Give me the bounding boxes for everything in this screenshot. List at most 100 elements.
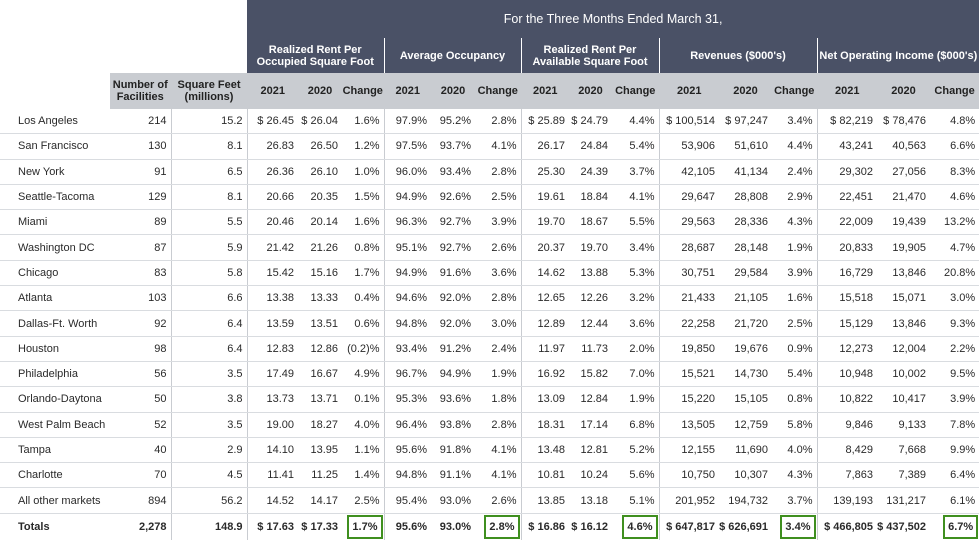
- table-cell: 5.3%: [612, 260, 659, 287]
- table-cell: 18.31: [520, 412, 569, 438]
- table-cell: 18.67: [569, 209, 612, 236]
- table-cell: 91.2%: [431, 336, 475, 362]
- table-cell: $ 626,691: [719, 512, 772, 540]
- table-cell: 20,833: [816, 234, 877, 261]
- market-name: Seattle-Tacoma: [0, 184, 110, 211]
- totals-change-highlight: 6.7%: [930, 512, 979, 540]
- table-cell: 15,521: [658, 361, 719, 388]
- facilities-count: 50: [110, 386, 171, 413]
- market-name: West Palm Beach: [0, 412, 110, 438]
- table-cell: 96.0%: [383, 159, 431, 185]
- table-cell: 94.9%: [383, 260, 431, 287]
- facilities-count: 83: [110, 260, 171, 287]
- table-cell: 42,105: [658, 159, 719, 185]
- table-row: New York 91 6.5 26.36 26.10 1.0% 96.0% 93.4% 2.8…: [0, 159, 979, 185]
- table-cell: 13.51: [298, 310, 342, 337]
- table-cell: 2.8%: [475, 109, 521, 135]
- table-cell: 15.16: [298, 260, 342, 287]
- table-cell: 20.46: [246, 209, 298, 236]
- table-cell: 95.6%: [383, 512, 431, 540]
- table-cell: 13.59: [246, 310, 298, 337]
- subheader-revenues-2021: 2021: [658, 73, 719, 109]
- facilities-count: 87: [110, 234, 171, 261]
- table-cell: 12.65: [520, 285, 569, 312]
- table-cell: 0.4%: [342, 285, 384, 312]
- facilities-count: 52: [110, 412, 171, 438]
- table-cell: 15,105: [719, 386, 772, 413]
- table-cell: 15,071: [877, 285, 930, 312]
- table-cell: 4.3%: [772, 462, 817, 489]
- table-cell: 24.84: [569, 133, 612, 160]
- square-feet: 5.8: [170, 260, 247, 287]
- table-cell: 19.61: [520, 184, 569, 211]
- table-cell: 0.8%: [342, 234, 384, 261]
- totals-change-value: 1.7%: [347, 514, 383, 539]
- table-cell: 15,518: [816, 285, 877, 312]
- table-cell: 93.0%: [431, 512, 475, 540]
- table-cell: 0.9%: [772, 336, 817, 362]
- table-cell: 13.33: [298, 285, 342, 312]
- table-cell: 93.6%: [431, 386, 475, 413]
- table-cell: 7,389: [877, 462, 930, 489]
- table-cell: 21.26: [298, 234, 342, 261]
- square-feet: 4.5: [170, 462, 247, 489]
- table-cell: 29,302: [816, 159, 877, 185]
- table-cell: 0.8%: [772, 386, 817, 413]
- table-row: Los Angeles 214 15.2 $ 26.45 $ 26.04 1.6% 97.9…: [0, 109, 979, 135]
- table-cell: 4.1%: [475, 462, 521, 489]
- totals-change-value: 3.4%: [780, 514, 816, 539]
- table-cell: 22,258: [658, 310, 719, 337]
- totals-row: Totals 2,278 148.9 $ 17.63 $ 17.33 1.7% 95.6% 9…: [0, 512, 979, 540]
- table-cell: 26.10: [298, 159, 342, 185]
- table-cell: 2.4%: [475, 336, 521, 362]
- table-cell: 3.9%: [475, 209, 521, 236]
- table-cell: 10,750: [658, 462, 719, 489]
- table-cell: 94.8%: [383, 462, 431, 489]
- table-cell: 28,808: [719, 184, 772, 211]
- table-cell: $ 17.63: [246, 512, 298, 540]
- table-row: San Francisco 130 8.1 26.83 26.50 1.2% 97.5% 93…: [0, 133, 979, 160]
- table-cell: 12.84: [569, 386, 612, 413]
- table-cell: 2.8%: [475, 159, 521, 185]
- table-cell: 12.26: [569, 285, 612, 312]
- table-cell: 20.37: [520, 234, 569, 261]
- table-cell: 5.5%: [612, 209, 659, 236]
- table-cell: 12.83: [246, 336, 298, 362]
- table-cell: 96.3%: [383, 209, 431, 236]
- table-cell: 1.9%: [612, 386, 659, 413]
- table-cell: $ 78,476: [877, 109, 930, 135]
- table-cell: $ 100,514: [658, 109, 719, 135]
- table-cell: 20.8%: [930, 260, 979, 287]
- table-cell: 93.0%: [431, 487, 475, 514]
- subheader-occupancy-change: Change: [475, 73, 521, 109]
- square-feet: 5.9: [170, 234, 247, 261]
- table-cell: 19,676: [719, 336, 772, 362]
- subheader-rent-available-change: Change: [612, 73, 659, 109]
- table-cell: 12.86: [298, 336, 342, 362]
- table-cell: 3.6%: [612, 310, 659, 337]
- table-cell: 16.67: [298, 361, 342, 388]
- table-cell: 13.73: [246, 386, 298, 413]
- col-header-square-feet: Square Feet (millions): [170, 73, 247, 109]
- table-cell: 20.35: [298, 184, 342, 211]
- table-cell: 96.4%: [383, 412, 431, 438]
- subheader-noi-2020: 2020: [877, 73, 930, 109]
- table-cell: 11,690: [719, 437, 772, 464]
- facilities-count: 89: [110, 209, 171, 236]
- table-cell: 13.85: [520, 487, 569, 514]
- table-cell: 10.81: [520, 462, 569, 489]
- table-cell: 13.09: [520, 386, 569, 413]
- table-cell: 12.89: [520, 310, 569, 337]
- facilities-count: 40: [110, 437, 171, 464]
- table-cell: 97.9%: [383, 109, 431, 135]
- table-cell: 95.1%: [383, 234, 431, 261]
- table-cell: 201,952: [658, 487, 719, 514]
- table-cell: 3.0%: [930, 285, 979, 312]
- table-row: Philadelphia 56 3.5 17.49 16.67 4.9% 96.7% 94.9…: [0, 361, 979, 388]
- table-cell: 13.38: [246, 285, 298, 312]
- table-cell: 5.1%: [612, 487, 659, 514]
- table-cell: 3.9%: [772, 260, 817, 287]
- table-cell: 4.4%: [772, 133, 817, 160]
- market-name: Orlando-Daytona: [0, 386, 110, 413]
- table-row: Atlanta 103 6.6 13.38 13.33 0.4% 94.6% 92.0% 2.8…: [0, 285, 979, 312]
